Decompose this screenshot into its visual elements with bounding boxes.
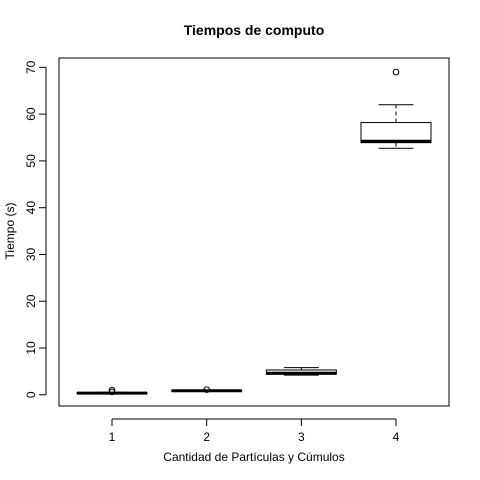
y-tick-label: 30 xyxy=(24,247,38,261)
y-tick-label: 70 xyxy=(24,60,38,74)
outlier-point xyxy=(392,68,400,76)
y-tick-label: 50 xyxy=(24,154,38,168)
outlier-point xyxy=(203,386,210,393)
outlier-point xyxy=(108,386,116,394)
outlier-point xyxy=(108,388,116,396)
x-axis-label: Cantidad de Partículas y Cúmulos xyxy=(163,450,344,464)
x-tick-label: 2 xyxy=(203,430,210,444)
x-tick-label: 4 xyxy=(393,430,400,444)
plot-frame xyxy=(58,57,450,407)
y-tick-label: 40 xyxy=(24,201,38,215)
x-tick-label: 1 xyxy=(109,430,116,444)
box-iqr xyxy=(360,122,432,144)
y-tick-label: 10 xyxy=(24,341,38,355)
y-tick-label: 20 xyxy=(24,294,38,308)
chart-marks: 0 10 20 30 40 50 60 70 1 2 3 4 xyxy=(24,60,432,444)
chart-title: Tiempos de computo xyxy=(184,22,325,38)
y-tick-label: 0 xyxy=(24,391,38,398)
x-tick-label: 3 xyxy=(298,430,305,444)
y-axis-label: Tiempo (s) xyxy=(3,203,17,260)
y-tick-label: 60 xyxy=(24,107,38,121)
